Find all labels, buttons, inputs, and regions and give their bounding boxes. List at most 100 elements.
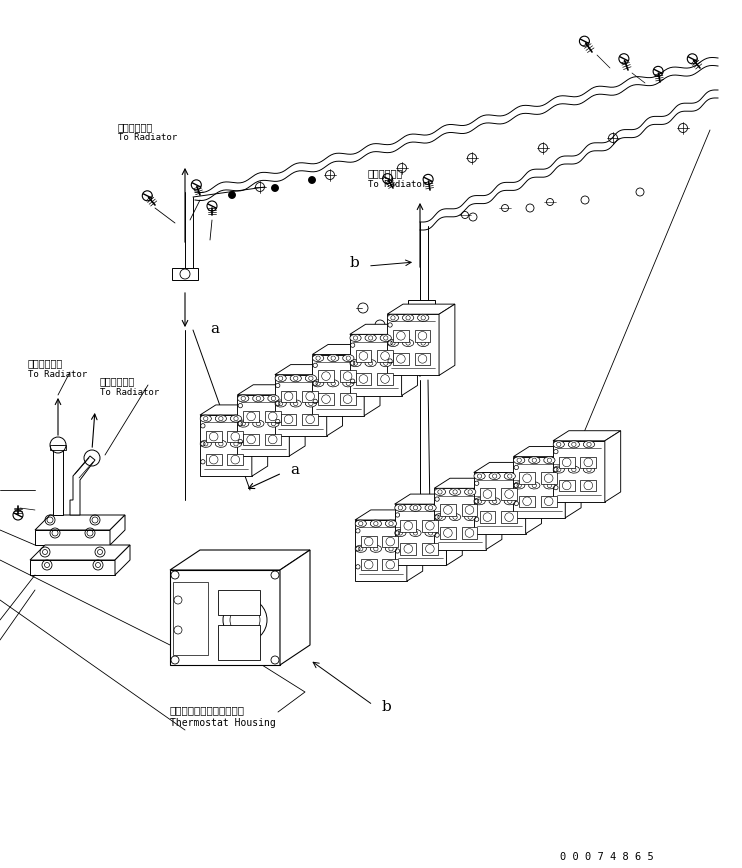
Polygon shape — [227, 431, 243, 443]
Polygon shape — [289, 385, 305, 456]
Polygon shape — [355, 520, 367, 527]
Polygon shape — [425, 504, 436, 511]
Polygon shape — [386, 520, 397, 527]
Polygon shape — [439, 304, 455, 375]
Polygon shape — [349, 334, 401, 396]
Polygon shape — [387, 339, 398, 346]
Polygon shape — [401, 543, 416, 555]
Polygon shape — [462, 527, 477, 539]
Polygon shape — [541, 472, 556, 484]
Polygon shape — [253, 420, 264, 427]
Text: To Radiator: To Radiator — [100, 388, 159, 397]
Polygon shape — [462, 504, 477, 516]
Polygon shape — [386, 545, 397, 552]
Polygon shape — [265, 434, 280, 445]
Polygon shape — [30, 545, 130, 560]
Polygon shape — [422, 520, 438, 531]
Polygon shape — [464, 489, 476, 496]
Polygon shape — [474, 472, 525, 534]
Circle shape — [229, 192, 235, 199]
Polygon shape — [450, 514, 461, 521]
Polygon shape — [380, 334, 392, 341]
Polygon shape — [280, 391, 297, 402]
Polygon shape — [170, 570, 280, 665]
Polygon shape — [583, 441, 595, 448]
Polygon shape — [365, 359, 376, 366]
Polygon shape — [554, 466, 565, 473]
Polygon shape — [227, 454, 243, 465]
Polygon shape — [361, 559, 377, 570]
Polygon shape — [403, 339, 414, 346]
Text: 0 0 0 7 4 8 6 5: 0 0 0 7 4 8 6 5 — [560, 852, 654, 862]
Polygon shape — [553, 441, 605, 502]
Polygon shape — [302, 413, 318, 425]
Polygon shape — [519, 496, 535, 507]
Polygon shape — [340, 371, 355, 382]
Text: a: a — [210, 322, 219, 336]
Polygon shape — [525, 463, 542, 534]
Polygon shape — [529, 457, 540, 464]
Polygon shape — [580, 457, 597, 468]
Polygon shape — [513, 446, 581, 457]
Polygon shape — [541, 496, 556, 507]
Polygon shape — [355, 545, 367, 552]
Polygon shape — [565, 446, 581, 518]
Polygon shape — [312, 345, 380, 354]
Polygon shape — [326, 365, 343, 436]
Text: サーモスタットハウジング: サーモスタットハウジング — [170, 705, 245, 715]
Polygon shape — [513, 457, 525, 464]
Polygon shape — [387, 314, 398, 321]
Polygon shape — [365, 334, 376, 341]
Polygon shape — [434, 478, 502, 489]
Polygon shape — [306, 400, 317, 407]
Polygon shape — [422, 543, 438, 555]
Text: To Radiator: To Radiator — [368, 180, 427, 189]
Polygon shape — [115, 545, 130, 575]
Polygon shape — [410, 529, 421, 536]
Polygon shape — [519, 472, 535, 484]
Polygon shape — [35, 530, 110, 545]
Polygon shape — [268, 395, 279, 402]
Polygon shape — [206, 431, 222, 443]
Polygon shape — [583, 466, 595, 473]
Polygon shape — [408, 300, 435, 314]
Polygon shape — [505, 497, 516, 505]
Polygon shape — [215, 415, 226, 422]
Polygon shape — [265, 411, 280, 422]
Polygon shape — [200, 404, 268, 415]
Polygon shape — [200, 440, 211, 447]
Polygon shape — [403, 314, 414, 321]
Polygon shape — [328, 354, 339, 362]
Polygon shape — [275, 375, 326, 436]
Text: b: b — [382, 700, 392, 714]
Polygon shape — [434, 514, 446, 521]
Polygon shape — [464, 514, 476, 521]
Polygon shape — [395, 504, 406, 511]
Polygon shape — [382, 559, 398, 570]
Polygon shape — [370, 520, 381, 527]
Text: To Radiator: To Radiator — [28, 370, 87, 379]
Polygon shape — [318, 371, 334, 382]
Polygon shape — [343, 354, 354, 362]
Polygon shape — [415, 353, 430, 365]
Polygon shape — [290, 400, 301, 407]
Text: ラジエータへ: ラジエータへ — [118, 122, 154, 132]
Polygon shape — [206, 454, 222, 465]
Text: ラジエータへ: ラジエータへ — [28, 358, 63, 368]
Text: ラジエータへ: ラジエータへ — [368, 168, 403, 178]
Polygon shape — [393, 330, 409, 342]
Polygon shape — [237, 395, 289, 456]
Polygon shape — [474, 497, 485, 505]
Polygon shape — [513, 457, 565, 518]
Polygon shape — [395, 529, 406, 536]
Polygon shape — [312, 380, 324, 387]
Polygon shape — [568, 466, 580, 473]
Polygon shape — [200, 415, 211, 422]
Polygon shape — [275, 400, 286, 407]
Polygon shape — [434, 489, 446, 496]
Polygon shape — [218, 625, 260, 660]
Polygon shape — [200, 415, 252, 477]
Polygon shape — [382, 536, 398, 548]
Polygon shape — [355, 520, 407, 582]
Polygon shape — [355, 350, 371, 362]
